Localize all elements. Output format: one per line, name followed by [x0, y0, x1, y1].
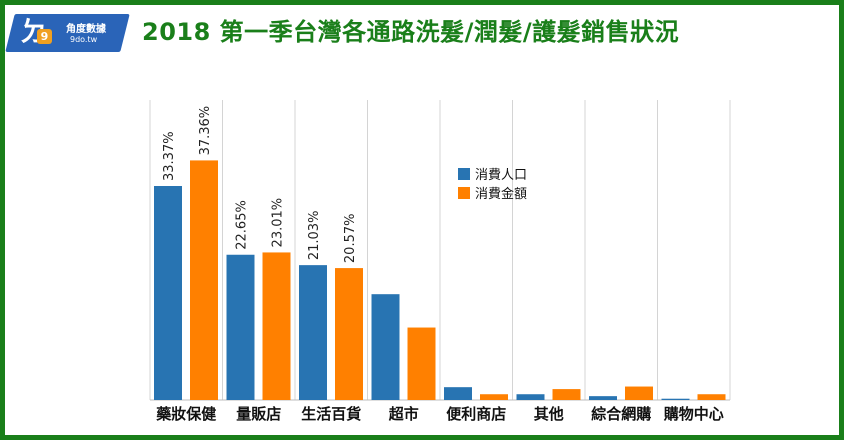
- category-label: 量販店: [236, 405, 281, 423]
- bar-amount: [480, 394, 508, 400]
- bar-amount: [625, 386, 653, 400]
- bar-population: [371, 294, 400, 400]
- chart-title: 2018 第一季台灣各通路洗髮/潤髮/護髮銷售狀況: [142, 18, 680, 46]
- logo-name: 角度數據: [66, 24, 106, 35]
- bar-population: [299, 265, 327, 400]
- legend-swatch: [458, 187, 470, 199]
- bar-population: [226, 254, 255, 400]
- bar-amount: [407, 327, 436, 400]
- category-label: 便利商店: [446, 405, 506, 423]
- data-label: 37.36%: [198, 106, 213, 156]
- logo-nine: 9: [37, 29, 52, 44]
- bar-amount: [335, 268, 363, 400]
- data-label: 23.01%: [271, 198, 286, 248]
- category-label: 其他: [534, 405, 564, 423]
- data-label: 21.03%: [307, 211, 322, 261]
- bar-population: [154, 186, 182, 400]
- legend-swatch: [458, 168, 470, 180]
- data-label: 22.65%: [235, 200, 250, 250]
- bar-population: [516, 394, 545, 400]
- data-label: 20.57%: [343, 214, 358, 264]
- category-label: 綜合網購: [591, 405, 651, 423]
- category-label: 超市: [388, 405, 419, 423]
- data-label: 33.37%: [162, 131, 177, 181]
- category-label: 藥妝保健: [155, 405, 216, 423]
- bar-population: [589, 396, 617, 400]
- legend-label: 消費人口: [475, 168, 527, 183]
- logo-url: 9do.tw: [70, 35, 98, 44]
- bar-population: [661, 398, 690, 400]
- bar-amount: [697, 394, 726, 400]
- bar-amount: [262, 252, 291, 400]
- bar-population: [444, 387, 472, 400]
- brand-logo: ㄉ 9 角度數據 9do.tw: [5, 14, 130, 52]
- bar-amount: [190, 160, 218, 400]
- legend-label: 消費金額: [475, 186, 527, 202]
- category-label: 購物中心: [663, 405, 724, 423]
- bar-amount: [552, 389, 581, 400]
- category-label: 生活百貨: [301, 405, 361, 423]
